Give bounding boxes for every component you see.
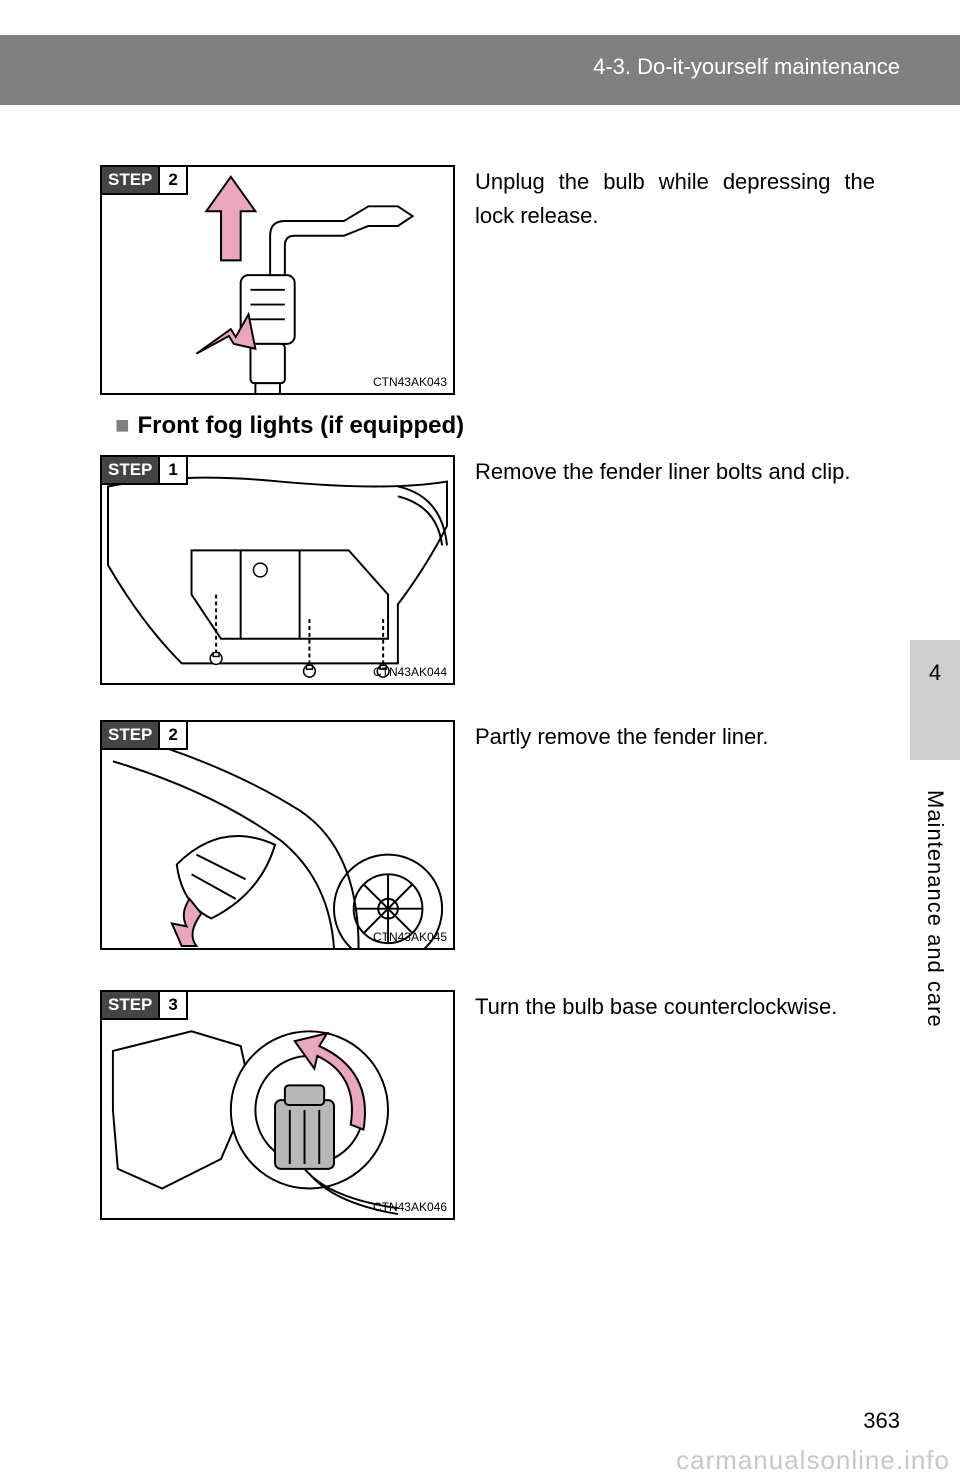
bullet-icon: ■ <box>115 412 130 439</box>
section-heading: ■ Front fog lights (if equipped) <box>115 412 464 440</box>
watermark: carmanualsonline.info <box>676 1445 950 1476</box>
figure-step1-fender-bolts: STEP 1 CTN43AK044 <box>100 455 455 685</box>
step-label: STEP <box>100 455 158 485</box>
figure-code: CTN43AK046 <box>373 1200 447 1214</box>
step-number: 3 <box>158 990 187 1020</box>
figure-step2-bulb-unplug: STEP 2 CTN43AK043 <box>100 165 455 395</box>
figure-code: CTN43AK043 <box>373 375 447 389</box>
side-chapter-label: Maintenance and care <box>922 790 948 1028</box>
step-number: 2 <box>158 165 187 195</box>
step-number: 2 <box>158 720 187 750</box>
figure-code: CTN43AK045 <box>373 930 447 944</box>
figure-step3-bulb-base: STEP 3 CTN43AK046 <box>100 990 455 1220</box>
step-badge: STEP 1 <box>100 455 188 485</box>
figure-code: CTN43AK044 <box>373 665 447 679</box>
figure-step2-fender-liner: STEP 2 CTN43AK045 <box>100 720 455 950</box>
step-number: 1 <box>158 455 187 485</box>
step-label: STEP <box>100 165 158 195</box>
step-badge: STEP 2 <box>100 165 188 195</box>
step-badge: STEP 2 <box>100 720 188 750</box>
step-description: Unplug the bulb while depressing the loc… <box>475 165 875 233</box>
diagram-bulb-unplug <box>102 167 453 393</box>
step-badge: STEP 3 <box>100 990 188 1020</box>
step-description: Remove the fender liner bolts and clip. <box>475 455 875 489</box>
page-number: 363 <box>863 1408 900 1434</box>
header-section-text: 4-3. Do-it-yourself maintenance <box>593 54 900 80</box>
step-description: Partly remove the fender liner. <box>475 720 875 754</box>
step-label: STEP <box>100 990 158 1020</box>
side-chapter-tab <box>910 640 960 760</box>
diagram-bulb-base-turn <box>102 992 453 1218</box>
side-chapter-number: 4 <box>910 660 960 686</box>
step-label: STEP <box>100 720 158 750</box>
diagram-fender-liner <box>102 722 453 948</box>
diagram-fender-bolts <box>102 457 453 683</box>
step-description: Turn the bulb base counterclockwise. <box>475 990 875 1024</box>
section-heading-text: Front fog lights (if equipped) <box>138 412 465 439</box>
